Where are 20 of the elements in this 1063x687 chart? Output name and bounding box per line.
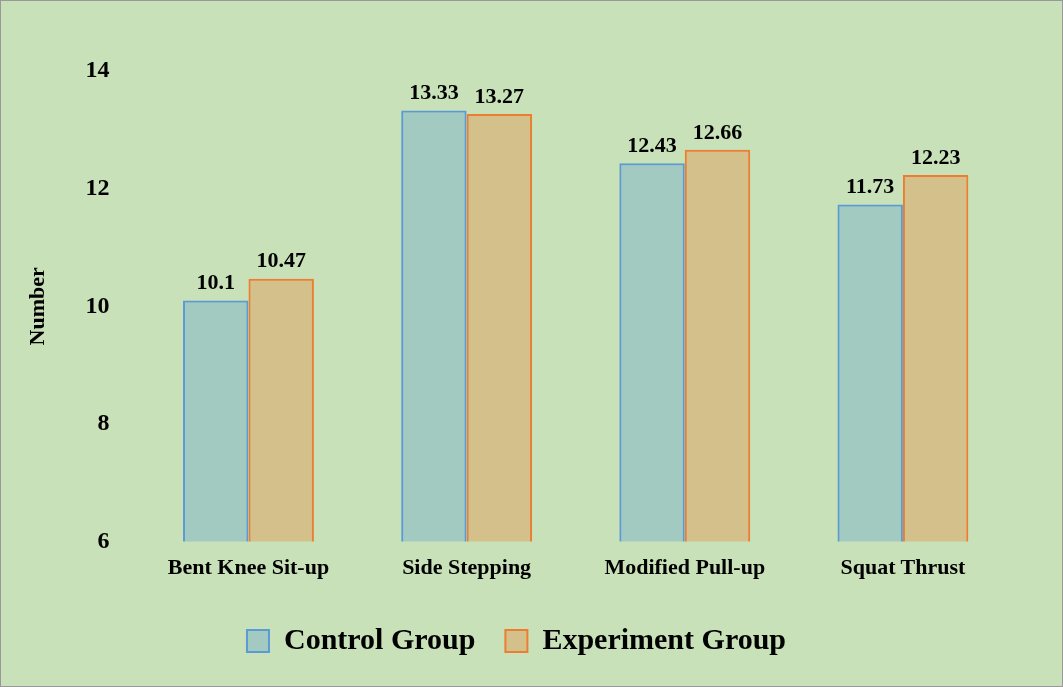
data-label: 10.1 bbox=[196, 269, 235, 295]
data-label: 12.43 bbox=[627, 132, 677, 158]
y-axis-title: Number bbox=[23, 266, 49, 346]
x-tick-label: Squat Thrust bbox=[840, 554, 967, 580]
legend-label: Experiment Group bbox=[542, 621, 787, 655]
x-tick-label: Modified Pull-up bbox=[604, 554, 766, 580]
data-label: 13.33 bbox=[409, 79, 459, 105]
y-tick-label: 6 bbox=[97, 526, 110, 553]
x-tick-label: Bent Knee Sit-up bbox=[167, 554, 330, 580]
data-label: 10.47 bbox=[256, 247, 306, 273]
data-label: 13.27 bbox=[474, 82, 525, 108]
legend-label: Control Group bbox=[283, 621, 476, 655]
y-tick-label: 8 bbox=[97, 409, 110, 436]
data-label: 11.73 bbox=[846, 173, 895, 199]
data-label: 12.23 bbox=[910, 143, 961, 169]
data-label: 12.66 bbox=[692, 118, 743, 144]
x-tick-label: Side Stepping bbox=[402, 554, 532, 580]
y-tick-label: 12 bbox=[85, 173, 110, 200]
y-tick-label: 10 bbox=[85, 291, 110, 318]
y-tick-label: 14 bbox=[85, 56, 110, 83]
